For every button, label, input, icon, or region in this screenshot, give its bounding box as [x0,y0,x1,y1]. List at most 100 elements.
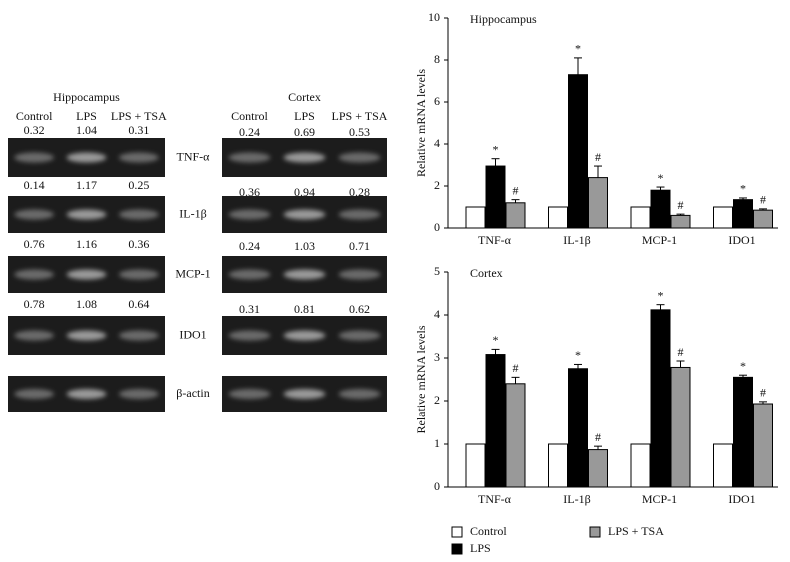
legend-label: Control [470,524,507,538]
bar [465,443,486,488]
bar [650,309,671,488]
gel-row-label: IL-1β [179,206,206,220]
gel-band [66,269,107,280]
error-bar [491,158,500,167]
lane-label: LPS + TSA [111,109,167,123]
legend-label: LPS + TSA [608,524,664,538]
y-tick-label: 6 [434,94,440,108]
error-bar [739,374,747,378]
gel-band [118,389,159,399]
band-value: 0.24 [239,125,260,139]
gel-band [338,389,381,399]
band-value: 0.36 [128,237,149,251]
legend-swatch [451,543,463,555]
bar [753,403,773,488]
gel-band [283,269,326,280]
error-bar [574,57,582,75]
band-value: 0.31 [128,123,149,137]
y-tick-label: 10 [428,10,440,24]
bar [713,206,733,229]
x-tick-label: TNF-α [478,492,512,506]
y-axis-label: Relative mRNA levels [414,325,428,433]
legend-swatch [451,526,463,538]
gel-row-label: MCP-1 [175,266,210,280]
bar [588,449,608,488]
gel-band [338,209,381,220]
x-tick-label: IDO1 [728,492,755,506]
y-tick-label: 4 [434,136,440,150]
y-tick-label: 8 [434,52,440,66]
error-bar [739,197,747,200]
y-tick-label: 3 [434,350,440,364]
gel-band [228,330,271,341]
band-value: 1.03 [294,239,315,253]
bar [505,202,526,229]
significance-marker: * [493,333,499,347]
x-tick-label: IL-1β [563,492,590,506]
gel-band [118,269,159,280]
bar [753,209,773,229]
lane-label: LPS [294,109,315,123]
gel-band [118,152,159,163]
bar [650,189,671,229]
gel-title: Cortex [288,90,321,104]
x-tick-label: IDO1 [728,233,755,247]
legend-label: LPS [470,541,491,555]
band-value: 0.62 [349,302,370,316]
significance-marker: * [658,171,664,185]
chart-title: Hippocampus [470,12,537,26]
error-bar [759,208,767,211]
bar [733,376,753,488]
error-bar [656,304,665,310]
band-value: 0.36 [239,185,260,199]
bar [733,199,753,229]
gel-band [14,330,55,341]
band-value: 0.32 [24,123,45,137]
band-value: 0.69 [294,125,315,139]
significance-marker: * [658,288,664,302]
gel-band [118,330,159,341]
bar [548,443,568,488]
gel-band [228,389,271,399]
bar [630,206,651,229]
bar [568,74,588,229]
y-tick-label: 5 [434,264,440,278]
band-value: 1.04 [76,123,97,137]
gel-title: Hippocampus [53,90,120,104]
error-bar [676,213,685,216]
error-bar [676,360,685,368]
significance-marker: # [760,193,766,207]
chart-title: Cortex [470,266,503,280]
gel-band [338,330,381,341]
y-tick-label: 4 [434,307,440,321]
significance-marker: # [513,183,519,197]
error-bar [511,376,520,384]
significance-marker: * [493,142,499,156]
band-value: 1.16 [76,237,97,251]
bar [465,206,486,229]
error-bar [759,401,767,405]
gel-band [14,269,55,280]
significance-marker: * [575,348,581,362]
significance-marker: # [760,386,766,400]
gel-band [283,330,326,341]
gel-row-label: TNF-α [177,149,211,163]
band-value: 0.78 [24,297,45,311]
y-tick-label: 2 [434,178,440,192]
gel-band [283,209,326,220]
y-tick-label: 0 [434,479,440,493]
significance-marker: # [678,345,684,359]
lane-label: LPS + TSA [332,109,388,123]
gel-band [66,330,107,341]
bar [568,368,588,488]
band-value: 1.08 [76,297,97,311]
y-tick-label: 0 [434,220,440,234]
x-tick-label: MCP-1 [642,233,677,247]
bar [485,354,506,488]
gel-band [66,152,107,163]
gel-band [338,269,381,280]
band-value: 1.17 [76,178,97,192]
error-bar [656,186,665,191]
gel-band [66,209,107,220]
gel-band [228,152,271,163]
